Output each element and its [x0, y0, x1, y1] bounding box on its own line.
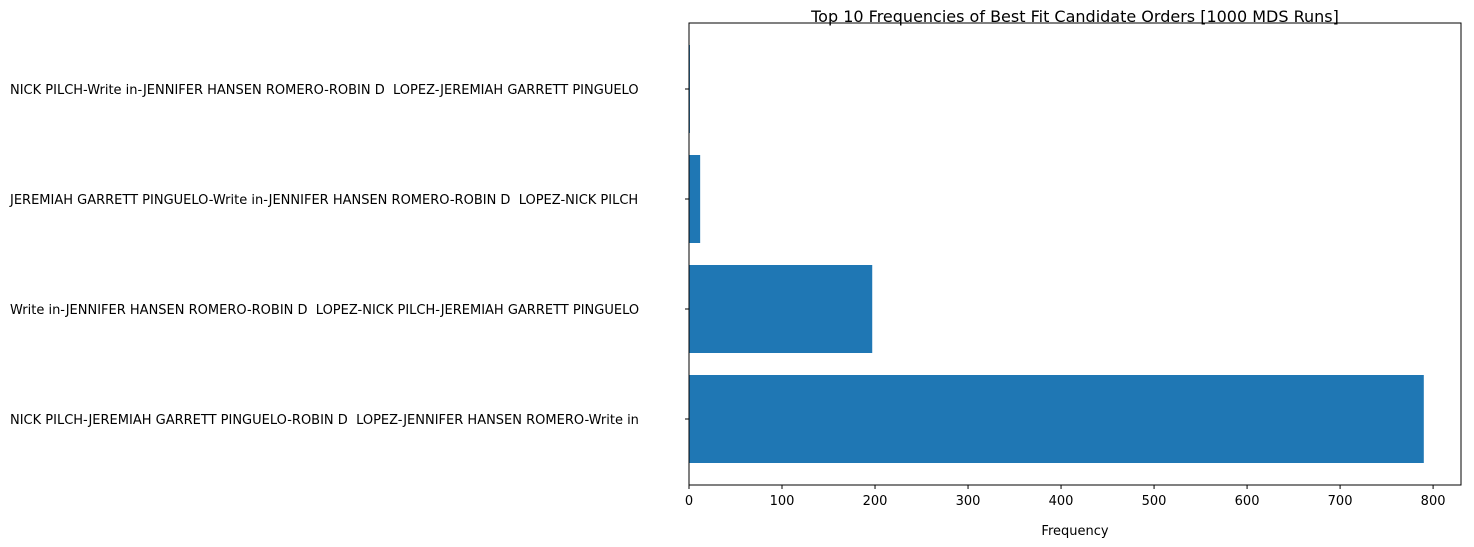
bar: [689, 155, 701, 243]
bar: [689, 375, 1424, 463]
bar: [689, 265, 873, 353]
x-tick-label: 100: [770, 494, 795, 509]
x-tick-label: 800: [1421, 494, 1446, 509]
x-tick-label: 0: [685, 494, 693, 509]
x-tick-label: 200: [863, 494, 888, 509]
x-tick-label: 300: [956, 494, 981, 509]
y-tick-label: NICK PILCH-Write in-JENNIFER HANSEN ROME…: [10, 83, 639, 98]
x-tick-label: 700: [1328, 494, 1353, 509]
y-tick-label: NICK PILCH-JEREMIAH GARRETT PINGUELO-ROB…: [10, 413, 639, 428]
x-tick-label: 500: [1142, 494, 1167, 509]
x-tick-label: 600: [1235, 494, 1260, 509]
x-tick-label: 400: [1049, 494, 1074, 509]
y-tick-labels-group: NICK PILCH-JEREMIAH GARRETT PINGUELO-ROB…: [9, 83, 689, 428]
x-ticks-group: 0 100 200 300 400 500 600 700 800: [685, 485, 1446, 509]
bars-group: [689, 45, 1424, 463]
x-axis-label: Frequency: [1041, 524, 1108, 539]
y-tick-label: JEREMIAH GARRETT PINGUELO-Write in-JENNI…: [9, 193, 638, 208]
plot-area-frame: [688, 22, 1462, 486]
y-tick-label: Write in-JENNIFER HANSEN ROMERO-ROBIN D …: [10, 303, 639, 318]
chart-title: Top 10 Frequencies of Best Fit Candidate…: [810, 7, 1339, 26]
